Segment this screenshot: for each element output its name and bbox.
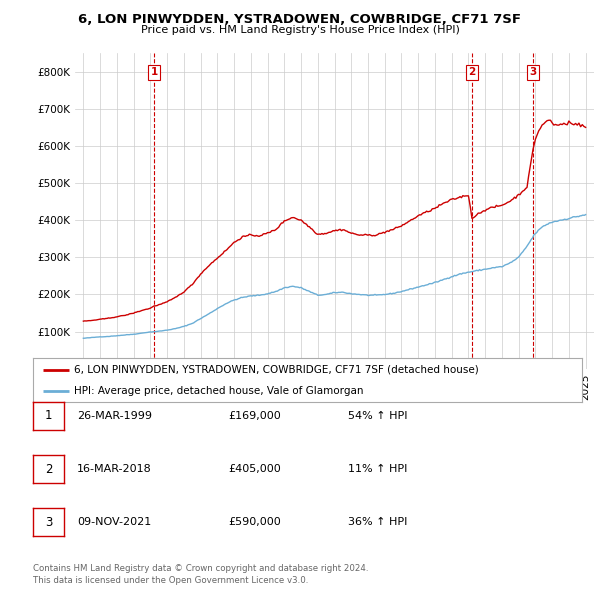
Text: 2: 2 bbox=[45, 463, 52, 476]
Text: 2: 2 bbox=[469, 67, 476, 77]
Text: This data is licensed under the Open Government Licence v3.0.: This data is licensed under the Open Gov… bbox=[33, 576, 308, 585]
Text: Contains HM Land Registry data © Crown copyright and database right 2024.: Contains HM Land Registry data © Crown c… bbox=[33, 565, 368, 573]
Text: 1: 1 bbox=[45, 409, 52, 422]
Text: £590,000: £590,000 bbox=[228, 517, 281, 527]
Text: HPI: Average price, detached house, Vale of Glamorgan: HPI: Average price, detached house, Vale… bbox=[74, 386, 364, 396]
Text: £405,000: £405,000 bbox=[228, 464, 281, 474]
Text: 54% ↑ HPI: 54% ↑ HPI bbox=[348, 411, 407, 421]
Text: 6, LON PINWYDDEN, YSTRADOWEN, COWBRIDGE, CF71 7SF: 6, LON PINWYDDEN, YSTRADOWEN, COWBRIDGE,… bbox=[79, 13, 521, 26]
Text: 1: 1 bbox=[151, 67, 158, 77]
Text: 3: 3 bbox=[529, 67, 536, 77]
Text: 16-MAR-2018: 16-MAR-2018 bbox=[77, 464, 152, 474]
Text: 11% ↑ HPI: 11% ↑ HPI bbox=[348, 464, 407, 474]
Text: 09-NOV-2021: 09-NOV-2021 bbox=[77, 517, 151, 527]
Text: Price paid vs. HM Land Registry's House Price Index (HPI): Price paid vs. HM Land Registry's House … bbox=[140, 25, 460, 35]
Text: 26-MAR-1999: 26-MAR-1999 bbox=[77, 411, 152, 421]
Text: 3: 3 bbox=[45, 516, 52, 529]
Text: £169,000: £169,000 bbox=[228, 411, 281, 421]
Text: 36% ↑ HPI: 36% ↑ HPI bbox=[348, 517, 407, 527]
Text: 6, LON PINWYDDEN, YSTRADOWEN, COWBRIDGE, CF71 7SF (detached house): 6, LON PINWYDDEN, YSTRADOWEN, COWBRIDGE,… bbox=[74, 365, 479, 375]
